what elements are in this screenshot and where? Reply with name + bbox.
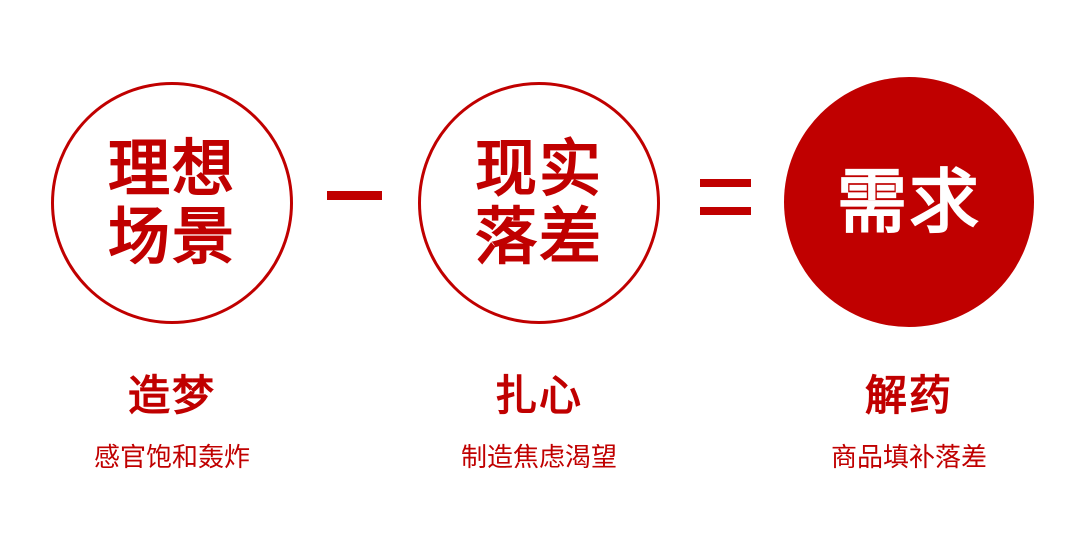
reality-gap-circle: 现实 落差 [418, 82, 660, 324]
ideal-caption-title: 造梦 [127, 371, 216, 420]
ideal-caption: 造梦 感官饱和轰炸 [42, 372, 302, 474]
reality-caption-title: 扎心 [494, 371, 583, 420]
reality-caption: 扎心 制造焦虑渴望 [409, 372, 669, 474]
demand-caption-title: 解药 [864, 371, 953, 420]
ideal-scene-circle: 理想 场景 [51, 82, 293, 324]
demand-text: 需求 [837, 161, 981, 243]
reality-caption-subtitle: 制造焦虑渴望 [460, 443, 617, 473]
demand-caption: 解药 商品填补落差 [779, 372, 1039, 474]
ideal-caption-subtitle: 感官饱和轰炸 [93, 443, 250, 473]
reality-gap-line1: 现实 [474, 132, 603, 205]
demand-circle: 需求 [784, 77, 1034, 327]
reality-gap-line2: 落差 [474, 200, 603, 273]
minus-operator [327, 191, 382, 200]
demand-caption-subtitle: 商品填补落差 [830, 443, 987, 473]
equals-top-bar [700, 179, 751, 187]
ideal-scene-line1: 理想 [107, 132, 236, 205]
equals-bottom-bar [700, 207, 751, 215]
ideal-scene-line2: 场景 [107, 200, 236, 273]
